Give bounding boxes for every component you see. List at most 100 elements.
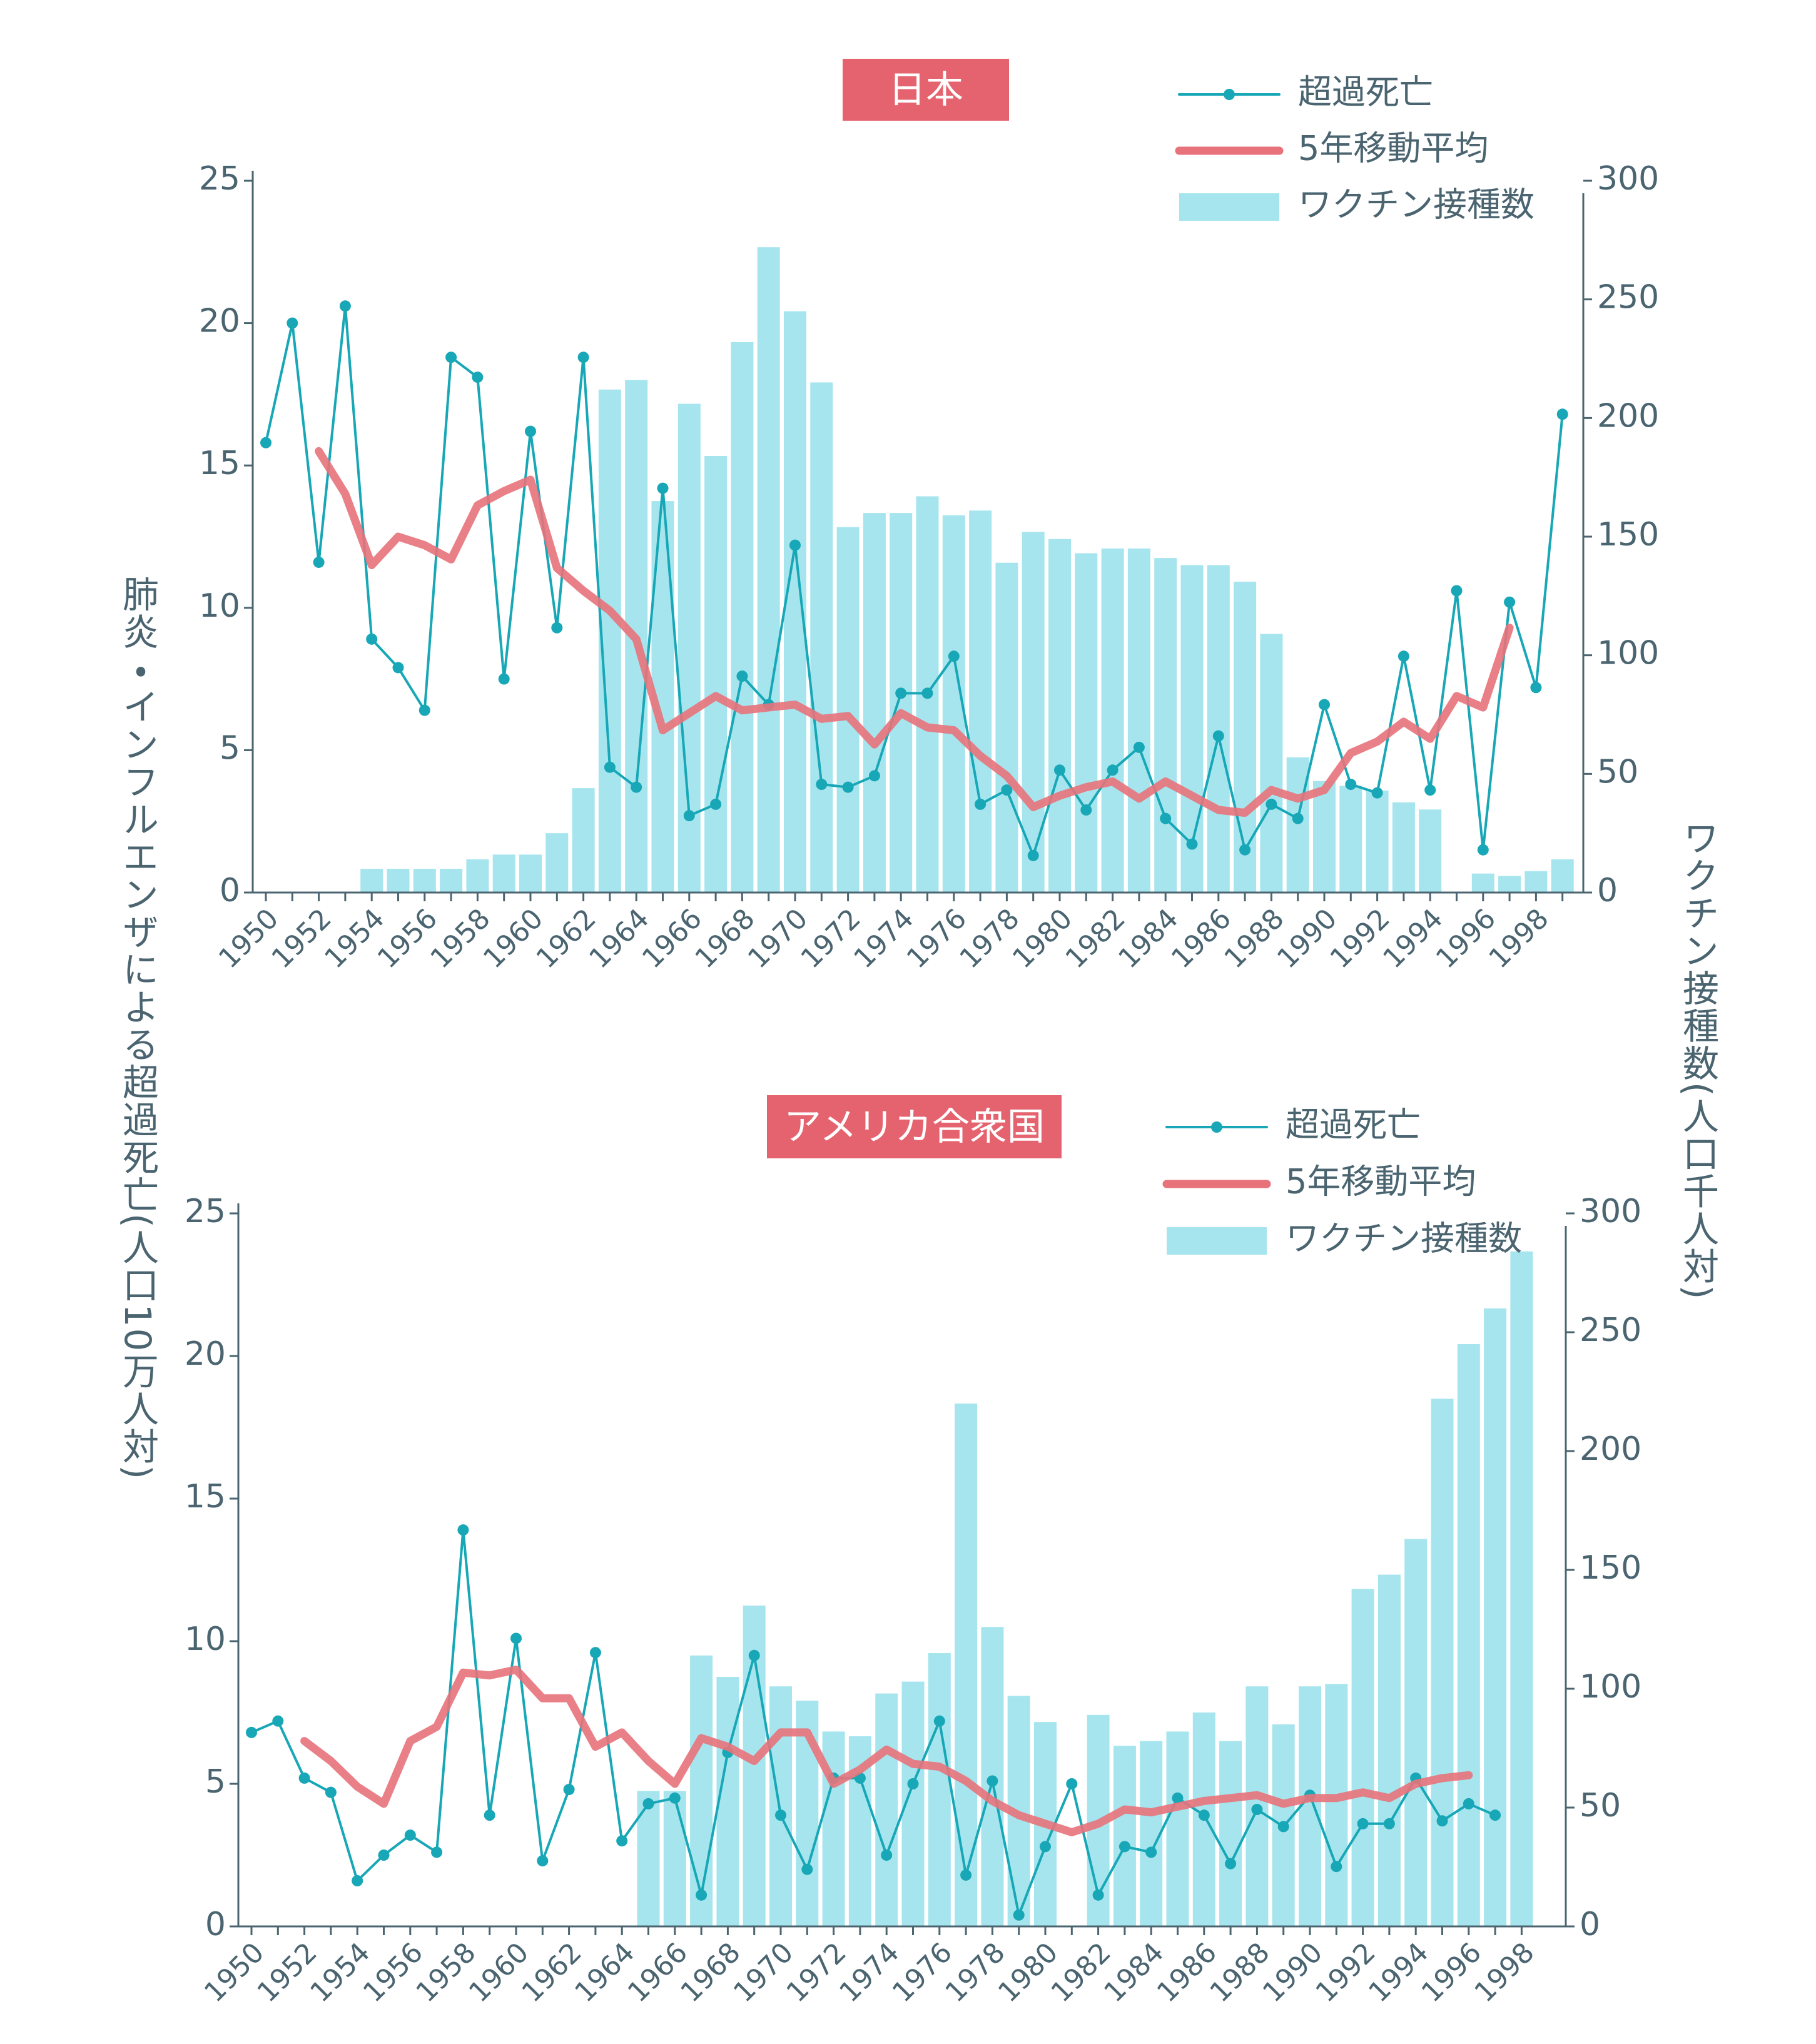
bar [1286,757,1309,893]
data-point [1463,1798,1474,1809]
y-tick-label: 15 [199,445,240,482]
data-point [1092,1889,1104,1901]
x-tick-label: 1972 [781,1936,853,2008]
data-point [352,1875,363,1887]
title-box [767,1095,1062,1158]
y2-axis-title: ワクチン接種数(人口千人対) [1677,819,1719,1301]
y2-tick-label: 300 [1580,1193,1641,1230]
data-point [1225,1858,1237,1869]
legend-label: 5年移動平均 [1298,129,1488,168]
data-point [525,425,536,437]
data-point [616,1835,628,1847]
x-tick-label: 1990 [1257,1936,1329,2008]
data-point [657,482,669,494]
y2-tick-label: 150 [1580,1549,1641,1587]
x-tick-label: 1990 [1271,903,1343,974]
x-tick-label: 1956 [372,903,444,974]
x-tick-label: 1966 [636,903,708,974]
data-point [1080,804,1092,816]
data-point [431,1846,443,1858]
x-tick-label: 1976 [901,903,973,974]
chart-title: アメリカ合衆国 [784,1105,1045,1149]
legend-label: ワクチン接種数 [1286,1219,1522,1258]
y-tick-label: 15 [185,1478,226,1515]
x-tick-label: 1988 [1218,903,1290,974]
bar [1351,1589,1374,1926]
data-point [472,372,484,383]
bar [1366,790,1389,893]
bar [466,859,489,893]
bar [1140,1741,1163,1926]
data-point [842,781,854,793]
data-point [1107,764,1119,776]
data-point [1477,844,1489,856]
data-point [1357,1818,1369,1829]
data-point [895,687,907,699]
data-point [1319,699,1330,711]
data-point [272,1715,284,1727]
bar [836,527,860,893]
data-point [736,670,748,682]
chart-title: 日本 [888,68,963,112]
data-point [537,1855,549,1867]
bar [1154,558,1177,893]
bar [1113,1746,1136,1926]
bar [637,1791,660,1926]
x-tick-label: 1958 [410,1936,482,2008]
data-point [1266,798,1277,810]
x-tick-label: 1968 [689,903,761,974]
x-tick-label: 1980 [1007,903,1078,974]
bar [1299,1686,1321,1926]
bar [1498,876,1521,893]
data-point [445,352,457,363]
x-tick-label: 1970 [742,903,814,974]
data-point [457,1524,469,1536]
data-point [1345,779,1357,791]
x-tick-label: 1978 [939,1936,1011,2008]
bar [1392,802,1415,893]
x-tick-label: 1966 [622,1936,694,2008]
x-tick-label: 1964 [569,1936,641,2008]
legend-marker [1211,1121,1222,1133]
data-point [378,1849,390,1861]
bar [1260,634,1283,893]
average-line [315,447,1514,817]
y-tick-label: 25 [185,1193,226,1230]
data-point [339,300,351,312]
data-line [265,305,1564,857]
x-tick-label: 1974 [833,1936,905,2008]
legend-swatch [1167,1227,1267,1255]
data-point [960,1869,972,1881]
data-point [1489,1809,1501,1821]
y2-tick-label: 50 [1580,1787,1621,1824]
bar [572,788,595,893]
x-tick-label: 1962 [530,903,602,974]
x-tick-label: 1982 [1060,903,1132,974]
y2-tick-label: 50 [1597,753,1638,791]
x-tick-label: 1980 [992,1936,1064,2008]
bar [1419,809,1442,893]
bar [928,1653,951,1926]
y-tick-label: 20 [185,1335,226,1373]
y2-tick-label: 100 [1597,635,1659,672]
x-tick-label: 1988 [1204,1936,1276,2008]
data-point [1451,585,1463,597]
bar [1457,1344,1480,1926]
x-tick-label: 1972 [795,903,867,974]
bar [1325,1684,1348,1926]
x-tick-label: 1996 [1430,903,1502,974]
y-tick-label: 10 [185,1621,226,1658]
data-point [683,810,695,822]
y-tick-label: 5 [205,1763,226,1801]
y2-tick-label: 200 [1597,397,1659,435]
x-tick-label: 1956 [357,1936,429,2008]
y2-tick-label: 250 [1580,1312,1641,1349]
x-tick-label: 1954 [318,903,390,974]
y-tick-label: 5 [220,729,240,767]
bar [545,833,569,893]
bar [519,854,542,893]
x-tick-label: 1976 [886,1936,958,2008]
data-point [551,622,563,634]
bar [1510,1251,1533,1926]
data-point [669,1792,681,1804]
